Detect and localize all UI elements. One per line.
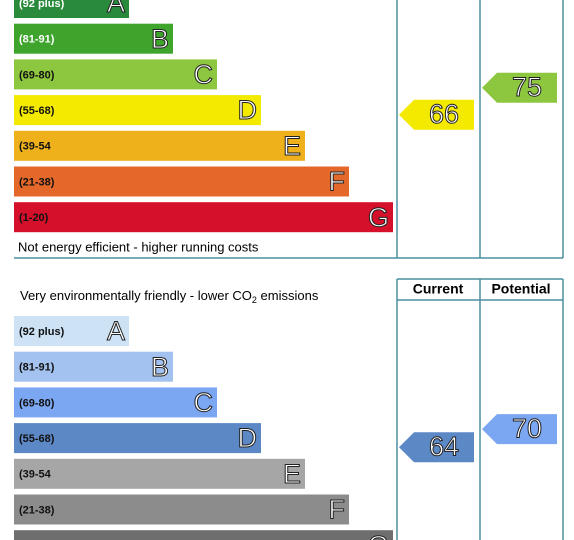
band-letter: A [107, 316, 125, 346]
band-range: (69-80) [19, 397, 55, 409]
current-arrow [399, 432, 474, 463]
current-rating: 66 [429, 99, 459, 129]
band-range: (21-38) [19, 504, 55, 516]
band-letter: D [238, 95, 258, 125]
rating-band [14, 458, 305, 489]
potential-rating: 75 [512, 72, 542, 102]
current-rating: 64 [429, 431, 459, 461]
band-letter: G [368, 530, 389, 540]
band-letter: E [283, 459, 301, 489]
band-range: (55-68) [19, 433, 55, 445]
band-letter: F [329, 167, 346, 197]
band-range: (39-54 [19, 469, 52, 481]
band-letter: F [329, 495, 346, 525]
env-title: Very environmentally friendly - lower CO… [20, 288, 319, 305]
band-range: (92 plus) [19, 0, 65, 10]
footer-text: Not energy efficient - higher running co… [18, 239, 259, 254]
band-range: (81-91) [19, 362, 55, 374]
band-letter: C [194, 60, 214, 90]
band-range: (55-68) [19, 105, 55, 117]
rating-band [14, 95, 261, 126]
rating-band [14, 23, 173, 54]
header-potential: Potential [491, 281, 550, 297]
band-letter: D [238, 423, 258, 453]
band-range: (39-54 [19, 141, 52, 153]
potential-arrow [482, 72, 557, 103]
band-range: (69-80) [19, 69, 55, 81]
rating-band [14, 166, 349, 197]
potential-rating: 70 [512, 413, 542, 443]
rating-band [14, 351, 173, 382]
band-letter: C [194, 388, 214, 418]
rating-band [14, 530, 393, 540]
band-letter: G [368, 202, 389, 232]
rating-band [14, 387, 217, 418]
env-title-sub: 2 [252, 295, 257, 305]
rating-band [14, 59, 217, 90]
band-range: (81-91) [19, 34, 55, 46]
rating-band [14, 423, 261, 454]
potential-arrow [482, 414, 557, 445]
header-current: Current [413, 281, 464, 297]
env-title-end: emissions [257, 288, 319, 303]
rating-band [14, 494, 349, 525]
band-range: (92 plus) [19, 326, 65, 338]
band-range: (1-20) [19, 212, 49, 224]
rating-band [14, 316, 129, 346]
band-letter: A [107, 0, 125, 18]
rating-band [14, 0, 129, 18]
rating-band [14, 202, 393, 233]
band-range: (21-38) [19, 176, 55, 188]
band-letter: B [151, 352, 169, 382]
current-arrow [399, 99, 474, 130]
rating-band [14, 130, 305, 161]
band-letter: E [283, 131, 301, 161]
env-title-main: Very environmentally friendly - lower CO [20, 288, 252, 303]
band-letter: B [151, 24, 169, 54]
